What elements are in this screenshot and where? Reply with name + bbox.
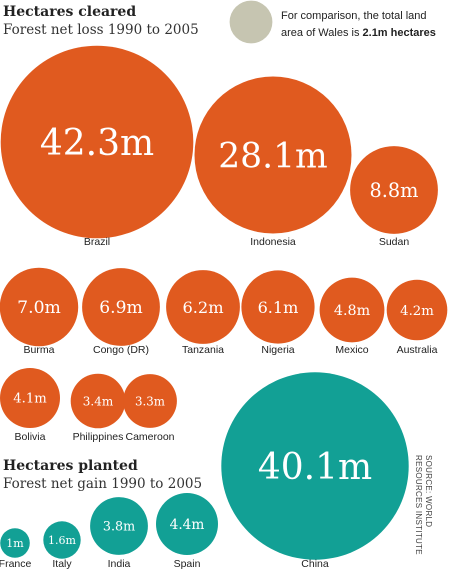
bubble-value-italy: 1.6m	[48, 534, 76, 547]
reference-note-prefix: area of Wales is	[281, 27, 363, 39]
bubble-value-brazil: 42.3m	[40, 123, 154, 164]
bubble-nigeria	[241, 270, 315, 344]
wales-reference-circle	[229, 0, 273, 44]
bubble-label-indonesia: Indonesia	[250, 236, 296, 248]
bubble-label-congo-dr: Congo (DR)	[93, 344, 149, 356]
bubble-value-sudan: 8.8m	[370, 179, 419, 202]
cleared-subtitle: Forest net loss 1990 to 2005	[3, 22, 199, 38]
bubble-label-sudan: Sudan	[379, 236, 410, 248]
source-line2: RESOURCES INSTITUTE	[414, 455, 423, 555]
bubble-value-mexico: 4.8m	[334, 303, 371, 319]
bubble-value-nigeria: 6.1m	[258, 298, 299, 317]
bubble-label-burma: Burma	[24, 344, 55, 356]
bubble-label-cameroon: Cameroon	[125, 431, 174, 443]
planted-subtitle: Forest net gain 1990 to 2005	[3, 476, 202, 492]
bubble-cameroon	[123, 374, 177, 428]
bubble-value-cameroon: 3.3m	[135, 394, 165, 408]
bubbles-layer: 42.3m Brazil 28.1m Indonesia 8.8m Sudan 7.0m Bu…	[0, 45, 448, 570]
planted-title: Hectares planted	[3, 458, 138, 474]
reference-note-line2: area of Wales is 2.1m hectares	[281, 27, 436, 39]
bubble-burma	[0, 267, 79, 347]
bubble-label-bolivia: Bolivia	[15, 431, 46, 443]
bubble-sudan	[350, 146, 438, 234]
bubble-label-mexico: Mexico	[335, 344, 368, 356]
bubble-label-france: France	[0, 558, 31, 570]
bubble-india	[90, 497, 148, 555]
bubble-value-china: 40.1m	[258, 447, 372, 488]
bubble-congo-dr	[82, 268, 160, 346]
bubble-value-burma: 7.0m	[17, 298, 61, 318]
bubble-label-nigeria: Nigeria	[261, 344, 294, 356]
bubble-spain	[156, 493, 218, 555]
source-line1: SOURCE: WORLD	[424, 455, 433, 527]
bubble-indonesia	[194, 76, 352, 234]
bubble-value-bolivia: 4.1m	[13, 392, 47, 407]
bubble-france	[0, 528, 30, 558]
bubble-label-australia: Australia	[397, 344, 438, 356]
bubble-label-spain: Spain	[174, 558, 201, 570]
bubble-value-philippines: 3.4m	[83, 394, 114, 408]
source-note: SOURCE: WORLD RESOURCES INSTITUTE	[414, 455, 433, 555]
bubble-brazil	[0, 45, 194, 239]
cleared-title: Hectares cleared	[3, 4, 136, 20]
bubble-value-australia: 4.2m	[400, 304, 434, 319]
bubble-label-philippines: Philippines	[73, 431, 124, 443]
reference-note-value: 2.1m hectares	[363, 27, 436, 39]
bubble-label-china: China	[301, 558, 329, 570]
bubble-value-tanzania: 6.2m	[182, 298, 223, 317]
reference-note-line1: For comparison, the total land	[281, 10, 427, 22]
bubble-philippines	[70, 373, 126, 429]
bubble-label-brazil: Brazil	[84, 236, 110, 248]
bubble-value-spain: 4.4m	[170, 517, 205, 533]
bubble-australia	[386, 279, 448, 341]
bubble-value-india: 3.8m	[103, 519, 135, 534]
bubble-china	[221, 372, 409, 560]
bubble-tanzania	[166, 270, 240, 344]
bubble-mexico	[319, 277, 385, 343]
bubble-bolivia	[0, 368, 60, 428]
bubble-label-italy: Italy	[52, 558, 72, 570]
bubble-label-india: India	[108, 558, 131, 570]
bubble-value-france: 1m	[6, 537, 24, 550]
bubble-label-tanzania: Tanzania	[182, 344, 224, 356]
bubble-value-congo-dr: 6.9m	[99, 298, 142, 318]
bubble-italy	[43, 521, 81, 559]
bubble-value-indonesia: 28.1m	[218, 136, 328, 176]
